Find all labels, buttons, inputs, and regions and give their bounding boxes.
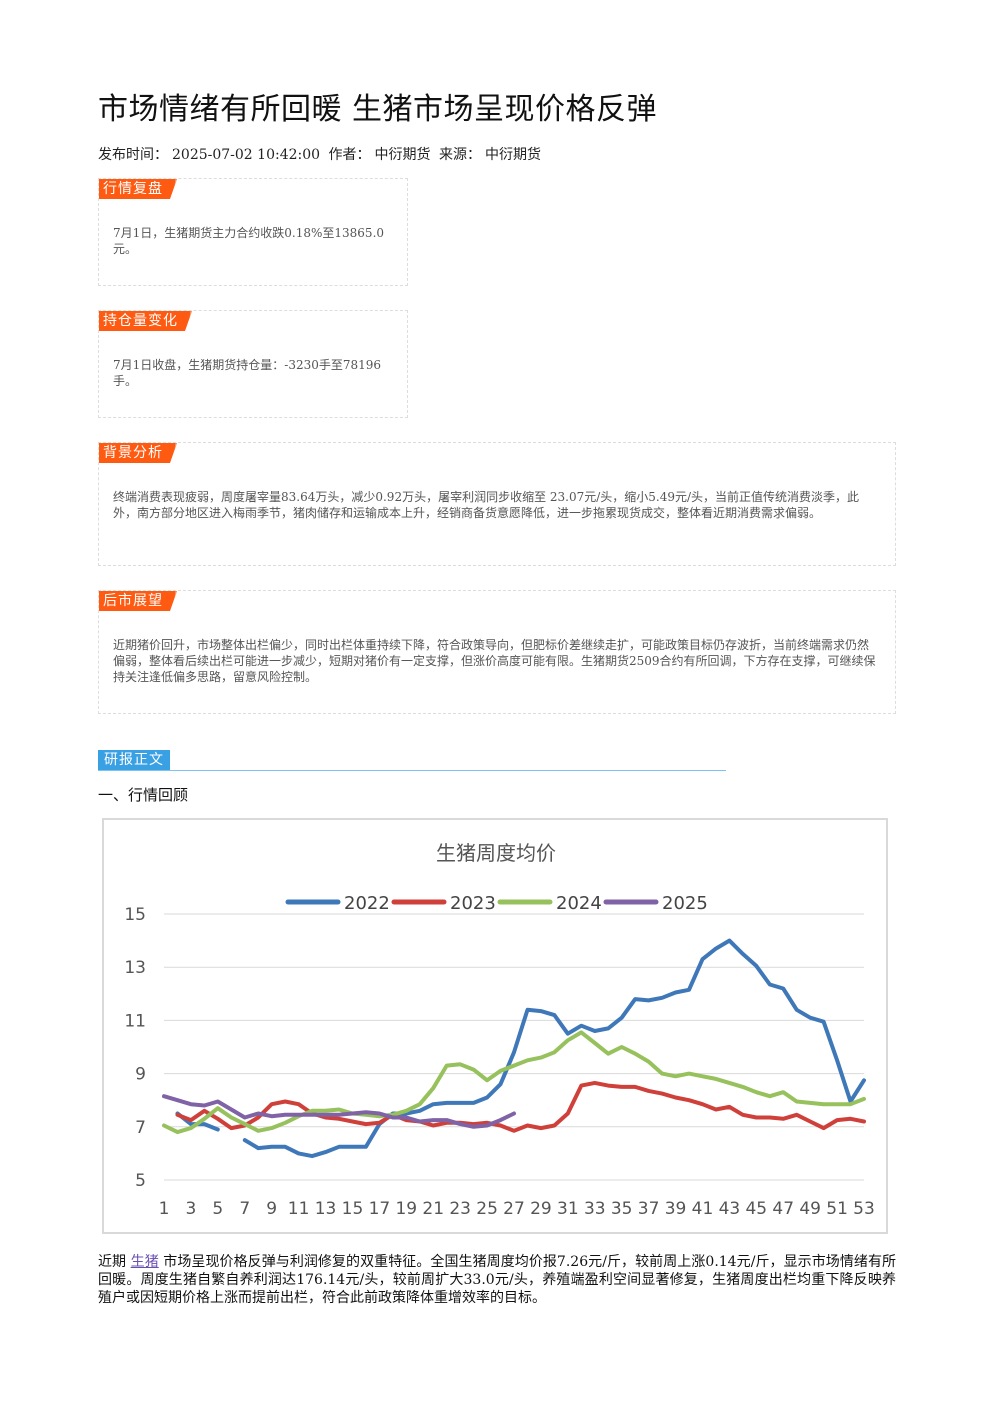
x-tick-label: 17 [369, 1199, 391, 1219]
x-tick-label: 41 [692, 1199, 714, 1219]
y-tick-label: 9 [135, 1065, 146, 1085]
x-tick-label: 49 [799, 1199, 821, 1219]
x-tick-label: 37 [638, 1199, 660, 1219]
series-line-2023 [175, 1080, 866, 1133]
review-tag: 行情复盘 [99, 179, 177, 199]
y-tick-label: 15 [124, 905, 146, 925]
paragraph-body: 市场呈现价格反弹与利润修复的双重特征。全国生猪周度均价报7.26元/斤，较前周上… [98, 1254, 897, 1306]
x-tick-label: 19 [395, 1199, 417, 1219]
x-tick-label: 29 [530, 1199, 552, 1219]
article-meta: 发布时间： 2025-07-02 10:42:00 作者： 中衍期货 来源： 中衍期货 [98, 144, 545, 164]
background-box: 背景分析 终端消费表现疲弱，周度屠宰量83.64万头，减少0.92万头，屠宰利润… [98, 442, 896, 566]
x-tick-label: 51 [826, 1199, 848, 1219]
x-tick-label: 23 [449, 1199, 471, 1219]
legend-label: 2025 [662, 893, 708, 914]
publish-time-label: 发布时间： [98, 147, 168, 163]
legend-label: 2022 [344, 893, 390, 914]
x-tick-label: 31 [557, 1199, 579, 1219]
x-tick-label: 35 [611, 1199, 633, 1219]
x-tick-label: 13 [315, 1199, 337, 1219]
hog-link[interactable]: 生猪 [130, 1254, 159, 1270]
x-tick-label: 7 [239, 1199, 250, 1219]
article-title: 市场情绪有所回暖 生猪市场呈现价格反弹 [98, 92, 658, 127]
x-tick-label: 25 [476, 1199, 498, 1219]
publish-time: 2025-07-02 10:42:00 [172, 147, 321, 163]
background-tag: 背景分析 [99, 443, 177, 463]
report-paragraph: 近期 生猪 市场呈现价格反弹与利润修复的双重特征。全国生猪周度均价报7.26元/… [98, 1253, 896, 1307]
chart-title: 生猪周度均价 [436, 841, 556, 865]
x-tick-label: 53 [853, 1199, 875, 1219]
x-tick-label: 27 [503, 1199, 525, 1219]
review-text: 7月1日，生猪期货主力合约收跌0.18%至13865.0元。 [113, 226, 385, 256]
outlook-box: 后市展望 近期猪价回升，市场整体出栏偏少，同时出栏体重持续下降，符合政策导向，但… [98, 590, 896, 714]
x-tick-label: 15 [342, 1199, 364, 1219]
report-subhead: 一、行情回顾 [98, 786, 189, 804]
report-tag: 研报正文 [98, 750, 170, 770]
x-tick-label: 3 [186, 1199, 197, 1219]
x-tick-label: 45 [745, 1199, 767, 1219]
outlook-text: 近期猪价回升，市场整体出栏偏少，同时出栏体重持续下降，符合政策导向，但肥标价差继… [113, 638, 876, 684]
x-tick-label: 47 [772, 1199, 794, 1219]
report-section-bar: 研报正文 [98, 750, 726, 771]
x-tick-label: 21 [422, 1199, 444, 1219]
y-tick-label: 13 [124, 958, 146, 978]
y-tick-label: 11 [124, 1011, 146, 1031]
x-tick-label: 9 [266, 1199, 277, 1219]
x-tick-label: 1 [159, 1199, 170, 1219]
series-line-2025 [162, 1094, 516, 1129]
outlook-tag: 后市展望 [99, 591, 177, 611]
x-tick-label: 43 [719, 1199, 741, 1219]
position-text: 7月1日收盘，生猪期货持仓量：-3230手至78196手。 [113, 358, 382, 388]
y-tick-label: 5 [135, 1171, 146, 1191]
y-tick-label: 7 [135, 1118, 146, 1138]
x-tick-label: 11 [288, 1199, 310, 1219]
price-chart: 生猪周度均价 5 7 9 11 13 15 1 3 5 7 9 11 13 15 17 19 21 23 25 27 29… [102, 818, 888, 1234]
legend-label: 2023 [450, 893, 496, 914]
author-label: 作者： [328, 147, 371, 163]
series-line-2024 [162, 1030, 866, 1135]
source: 中衍期货 [484, 147, 541, 163]
legend-label: 2024 [556, 893, 602, 914]
position-box: 持仓量变化 7月1日收盘，生猪期货持仓量：-3230手至78196手。 [98, 310, 408, 418]
source-label: 来源： [438, 147, 481, 163]
paragraph-prefix: 近期 [98, 1254, 127, 1270]
background-text: 终端消费表现疲弱，周度屠宰量83.64万头，减少0.92万头，屠宰利润同步收缩至… [113, 490, 860, 520]
x-tick-label: 39 [665, 1199, 687, 1219]
review-box: 行情复盘 7月1日，生猪期货主力合约收跌0.18%至13865.0元。 [98, 178, 408, 286]
position-tag: 持仓量变化 [99, 311, 192, 331]
author: 中衍期货 [374, 147, 431, 163]
x-tick-label: 5 [212, 1199, 223, 1219]
series-line-2022 [242, 938, 866, 1159]
x-tick-label: 33 [584, 1199, 606, 1219]
